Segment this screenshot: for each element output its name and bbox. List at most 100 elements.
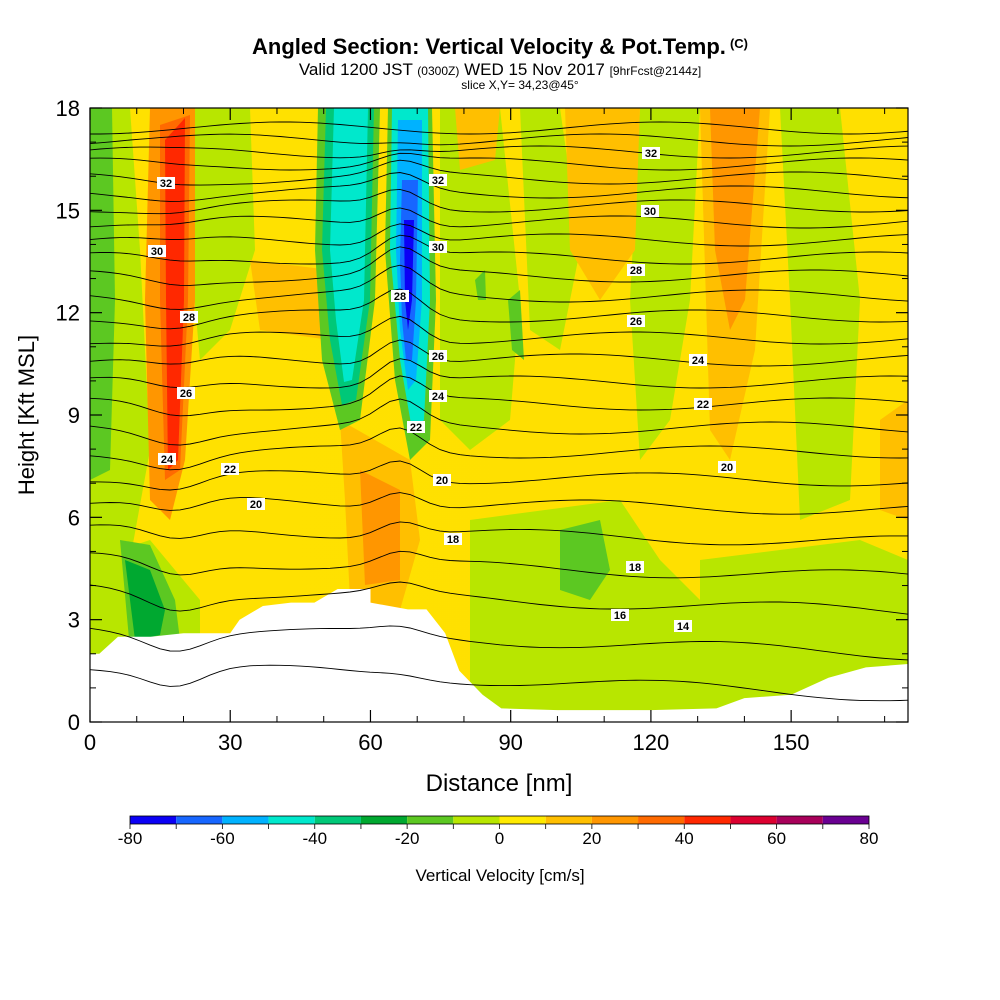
isentrope-line bbox=[90, 550, 908, 579]
isentrope-line bbox=[90, 358, 908, 389]
isentrope-label: 30 bbox=[429, 241, 447, 254]
y-axis-label: Height [Kft MSL] bbox=[14, 335, 39, 495]
isentrope-line bbox=[90, 172, 908, 202]
isentrope-label: 28 bbox=[180, 311, 198, 324]
colorbar-tick-label: -80 bbox=[118, 829, 143, 848]
isentrope-label: 20 bbox=[433, 474, 451, 487]
colorbar-swatch bbox=[407, 816, 454, 824]
chart-subtitle: Valid 1200 JST (0300Z) WED 15 Nov 2017 [… bbox=[298, 60, 702, 79]
isentrope-label-text: 22 bbox=[410, 422, 422, 434]
colorbar-swatch bbox=[453, 816, 500, 824]
isentrope-label: 26 bbox=[177, 387, 195, 400]
isentrope-label-text: 16 bbox=[614, 610, 626, 622]
title-tag: (C) bbox=[729, 36, 748, 51]
colorbar-swatch bbox=[545, 816, 592, 824]
x-tick-label: 90 bbox=[498, 730, 522, 755]
isentrope-label: 28 bbox=[391, 290, 409, 303]
isentrope-label: 18 bbox=[626, 561, 644, 574]
isentrope-label-text: 32 bbox=[645, 148, 657, 160]
isentrope-label-text: 28 bbox=[394, 291, 406, 303]
colorbar-swatch bbox=[360, 816, 408, 824]
isentrope-label-text: 26 bbox=[180, 388, 192, 400]
isentrope-line bbox=[90, 234, 908, 265]
isentrope-label: 24 bbox=[429, 390, 447, 403]
isentrope-label: 22 bbox=[694, 398, 712, 411]
y-tick-label: 9 bbox=[68, 403, 80, 428]
isentrope-line bbox=[90, 121, 908, 135]
isentrope-label-text: 28 bbox=[630, 265, 642, 277]
velocity-field bbox=[90, 108, 908, 722]
colorbar-label: Vertical Velocity [cm/s] bbox=[415, 866, 584, 885]
isentrope-line bbox=[90, 159, 908, 186]
colorbar-swatch bbox=[776, 816, 823, 824]
colorbar-tick-label: 0 bbox=[495, 829, 504, 848]
x-axis: 0 30 60 90 120 150 bbox=[84, 108, 886, 755]
isentrope-label: 22 bbox=[221, 463, 239, 476]
y-axis: 0 3 6 9 12 15 18 bbox=[56, 96, 908, 735]
isentrope-label: 22 bbox=[407, 421, 425, 434]
isentrope-label: 28 bbox=[627, 264, 645, 277]
isentrope-label-text: 20 bbox=[436, 475, 448, 487]
colorbar-swatch bbox=[730, 816, 777, 824]
isentrope-line bbox=[90, 581, 908, 615]
colorbar-swatch bbox=[268, 816, 315, 824]
isentrope-label-text: 26 bbox=[630, 316, 642, 328]
x-axis-label: Distance [nm] bbox=[426, 770, 573, 797]
isentrope-label-text: 30 bbox=[432, 242, 444, 254]
isentrope-label: 32 bbox=[429, 174, 447, 187]
isentrope-label: 32 bbox=[157, 177, 175, 190]
isentrope-label: 30 bbox=[641, 205, 659, 218]
isentrope-label-text: 30 bbox=[151, 246, 163, 258]
y-tick-label: 12 bbox=[56, 301, 80, 326]
x-tick-label: 30 bbox=[218, 730, 242, 755]
isentrope-label-text: 24 bbox=[432, 391, 445, 403]
y-tick-label: 6 bbox=[68, 505, 80, 530]
isentrope-label-text: 24 bbox=[161, 454, 174, 466]
isentrope-line bbox=[90, 375, 908, 417]
x-tick-label: 120 bbox=[633, 730, 670, 755]
isentrope-line bbox=[90, 492, 908, 515]
isentrope-label: 24 bbox=[689, 354, 707, 367]
isentrope-line bbox=[90, 264, 908, 310]
isentrope-label-text: 32 bbox=[432, 175, 444, 187]
x-tick-label: 150 bbox=[773, 730, 810, 755]
isentrope-label-text: 18 bbox=[629, 562, 641, 574]
colorbar-swatch bbox=[222, 816, 269, 824]
isentrope-line bbox=[90, 133, 908, 147]
isentrope-label: 24 bbox=[158, 453, 176, 466]
y-tick-label: 3 bbox=[68, 608, 80, 633]
isentrope-label: 26 bbox=[627, 315, 645, 328]
isentrope-label-text: 24 bbox=[692, 355, 705, 367]
colorbar-tick-label: -40 bbox=[302, 829, 327, 848]
isentrope-contours bbox=[90, 121, 908, 702]
isentrope-line bbox=[90, 664, 908, 702]
isentrope-label-text: 22 bbox=[224, 464, 236, 476]
y-tick-label: 15 bbox=[56, 198, 80, 223]
isentrope-label: 14 bbox=[674, 620, 692, 633]
isentrope-label-text: 32 bbox=[160, 178, 172, 190]
isentrope-label: 20 bbox=[718, 461, 736, 474]
colorbar-swatch bbox=[591, 816, 639, 824]
isentrope-label: 32 bbox=[642, 147, 660, 160]
isentrope-label: 18 bbox=[444, 533, 462, 546]
y-tick-label: 0 bbox=[68, 710, 80, 735]
isentrope-label: 20 bbox=[247, 498, 265, 511]
isentrope-label-text: 20 bbox=[721, 462, 733, 474]
isentrope-line bbox=[90, 188, 908, 215]
isentrope-line bbox=[90, 427, 908, 471]
colorbar-tick-label: -60 bbox=[210, 829, 235, 848]
isentrope-line bbox=[90, 288, 908, 330]
y-tick-label: 18 bbox=[56, 96, 80, 121]
isentrope-label-text: 28 bbox=[183, 312, 195, 324]
colorbar-tick-label: -20 bbox=[395, 829, 420, 848]
isentrope-label-text: 26 bbox=[432, 351, 444, 363]
colorbar-tick-label: 60 bbox=[767, 829, 786, 848]
colorbar-tick-label: 80 bbox=[860, 829, 879, 848]
colorbar-swatch bbox=[499, 816, 546, 824]
isentrope-labels: 32 32 32 30 30 30 28 28 28 26 26 26 24 24 24 22 22 22 20 20… bbox=[148, 147, 736, 633]
colorbar-swatch bbox=[822, 816, 869, 824]
isentrope-label-text: 30 bbox=[644, 206, 656, 218]
isentrope-line bbox=[90, 339, 908, 367]
x-tick-label: 0 bbox=[84, 730, 96, 755]
